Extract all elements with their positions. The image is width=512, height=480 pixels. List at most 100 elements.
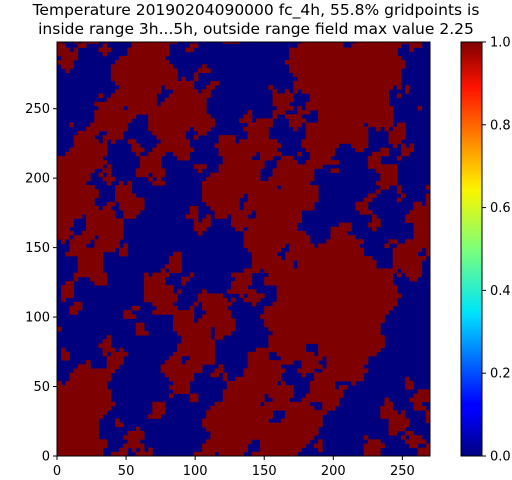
heatmap-cell-run <box>164 372 195 378</box>
heatmap-cell-run <box>363 447 381 453</box>
heatmap-cell-run <box>297 151 302 157</box>
y-tick-label: 150 <box>25 241 50 256</box>
chart-title-line-2: inside range 3h...5h, outside range fiel… <box>38 20 474 38</box>
heatmap-cell-run <box>309 93 389 98</box>
heatmap-cell-run <box>280 380 286 386</box>
heatmap-cell-run <box>193 164 207 169</box>
heatmap-cell-run <box>173 351 215 357</box>
heatmap-cell-run <box>251 264 294 269</box>
heatmap-cell-run <box>57 197 95 203</box>
heatmap-cell-run <box>222 376 228 382</box>
heatmap-cell-run <box>123 314 137 319</box>
heatmap-cell-run <box>276 297 398 303</box>
heatmap-cell-run <box>206 201 240 207</box>
heatmap-cell-run <box>210 372 220 378</box>
heatmap-cell-run <box>330 230 348 236</box>
heatmap-cell-run <box>210 205 240 211</box>
heatmap-cell-run <box>268 326 381 332</box>
heatmap-cell-run <box>123 214 137 219</box>
y-tick-label: 250 <box>25 102 50 117</box>
heatmap-cell-run <box>400 147 414 153</box>
heatmap-cell-run <box>185 214 199 219</box>
heatmap-cell-run <box>202 218 211 224</box>
heatmap-cell-run <box>185 47 195 53</box>
heatmap-cell-run <box>247 135 269 140</box>
heatmap-cell-run <box>73 143 108 148</box>
heatmap-cell-run <box>268 393 294 399</box>
heatmap-cell-run <box>326 355 369 361</box>
heatmap-cell-run <box>309 385 336 390</box>
heatmap-cell-run <box>392 260 423 265</box>
heatmap-cell-run <box>264 280 394 286</box>
heatmap-cell-run <box>119 347 124 353</box>
heatmap-cell-run <box>173 389 191 394</box>
heatmap-cell-run <box>57 435 99 440</box>
heatmap-cell-run <box>160 268 166 274</box>
heatmap-cell-run <box>69 372 112 378</box>
heatmap-cell-run <box>231 272 253 278</box>
heatmap-cell-run <box>318 243 360 249</box>
heatmap-cell-run <box>276 285 398 290</box>
heatmap-cell-run <box>168 93 211 98</box>
heatmap-cell-run <box>57 43 66 48</box>
heatmap-cell-run <box>392 251 418 257</box>
heatmap-cell-run <box>380 405 394 411</box>
heatmap-cell-run <box>206 414 273 419</box>
heatmap-cell-run <box>284 60 406 65</box>
heatmap-cell-run <box>102 135 124 140</box>
heatmap-cell-run <box>57 326 62 332</box>
heatmap-cell-run <box>272 110 286 115</box>
heatmap-cell-run <box>127 105 207 111</box>
heatmap-cell-run <box>173 380 191 386</box>
heatmap-cell-run <box>243 235 311 240</box>
heatmap-cell-run <box>243 297 261 303</box>
heatmap-cell-run <box>193 222 211 228</box>
heatmap-cell-run <box>264 305 394 311</box>
heatmap-cell-run <box>268 335 385 340</box>
heatmap-cell-run <box>119 447 128 453</box>
heatmap-cell-run <box>57 180 87 186</box>
heatmap-cell-run <box>355 147 365 153</box>
heatmap-cell-run <box>110 93 157 98</box>
heatmap-cell-run <box>185 360 215 365</box>
plot-frame <box>56 41 431 457</box>
heatmap-cell-run <box>148 414 162 419</box>
heatmap-cell-run <box>189 305 195 311</box>
heatmap-cell-run <box>322 368 369 374</box>
heatmap-cell-run <box>57 160 108 165</box>
heatmap-cell-run <box>214 330 232 336</box>
heatmap-cell-run <box>222 42 240 44</box>
heatmap-cell-run <box>73 235 95 240</box>
heatmap-cell-run <box>222 393 265 399</box>
heatmap-cell-run <box>77 260 103 265</box>
heatmap-cell-run <box>396 93 402 98</box>
heatmap-cell-run <box>57 210 116 215</box>
heatmap-cell-run <box>293 85 394 90</box>
heatmap-cell-run <box>276 160 298 165</box>
heatmap-cell-run <box>193 226 207 232</box>
heatmap-cell-run <box>148 151 166 157</box>
heatmap-cell-run <box>94 280 108 286</box>
heatmap-cell-run <box>272 101 290 107</box>
heatmap-cell-run <box>57 385 108 390</box>
heatmap-cell-run <box>280 185 319 190</box>
heatmap-cell-run <box>405 385 414 390</box>
heatmap-cell-run <box>326 364 365 369</box>
heatmap-cell-run <box>276 351 315 357</box>
heatmap-cell-run <box>396 243 430 249</box>
heatmap-cell-run <box>189 210 199 215</box>
heatmap-cell-run <box>102 339 112 344</box>
heatmap-cell-run <box>73 135 95 140</box>
heatmap-cell-run <box>214 326 236 332</box>
heatmap-cell-run <box>168 393 174 399</box>
heatmap-cell-run <box>110 72 178 78</box>
heatmap-cell-run <box>400 435 406 440</box>
heatmap-cell-run <box>193 301 199 307</box>
heatmap-cell-run <box>206 426 319 432</box>
heatmap-cell-run <box>61 239 66 244</box>
heatmap-cell-run <box>289 55 402 61</box>
heatmap-cell-run <box>355 42 423 44</box>
heatmap-cell-run <box>289 47 398 53</box>
heatmap-cell-run <box>65 251 103 257</box>
heatmap-cell-run <box>330 235 356 240</box>
